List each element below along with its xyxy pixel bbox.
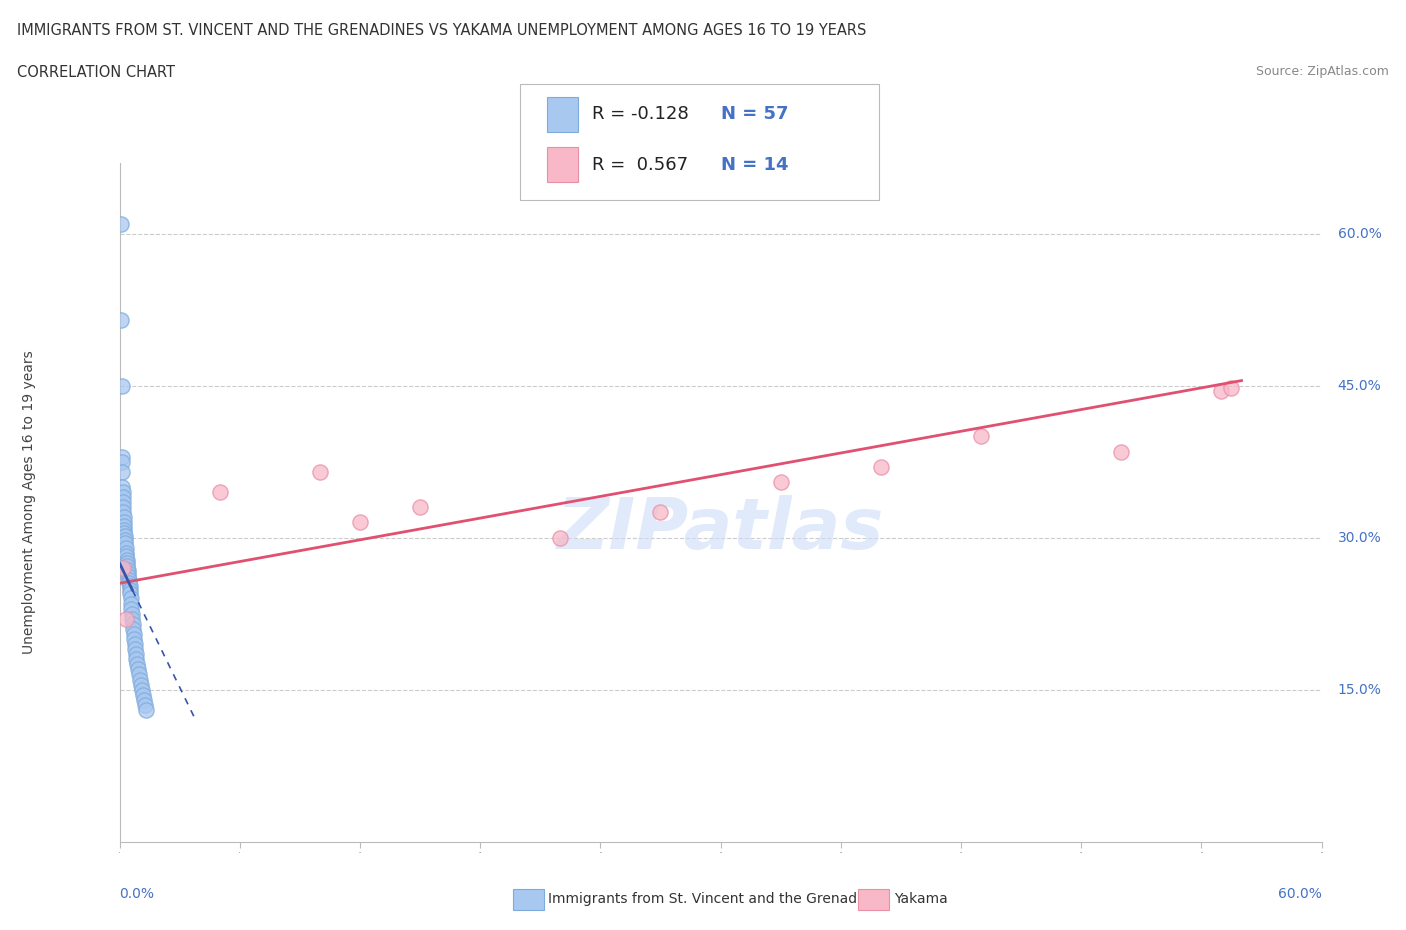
Point — [120, 601, 142, 616]
Point — [208, 485, 231, 499]
Point — [1220, 380, 1243, 395]
Point — [111, 561, 134, 576]
Text: R =  0.567: R = 0.567 — [592, 155, 688, 174]
Point — [124, 637, 146, 652]
Point — [112, 499, 135, 514]
Point — [111, 485, 134, 499]
Point — [1111, 445, 1133, 459]
Point — [134, 698, 156, 712]
Point — [117, 565, 139, 580]
Point — [112, 525, 135, 540]
Point — [110, 312, 132, 327]
Point — [129, 677, 152, 692]
Point — [111, 454, 134, 469]
Point — [111, 480, 134, 495]
Point — [1211, 383, 1233, 398]
Point — [112, 515, 135, 530]
Point — [131, 687, 153, 702]
Point — [115, 555, 138, 570]
Text: 45.0%: 45.0% — [1337, 379, 1382, 392]
Point — [115, 559, 138, 574]
Point — [114, 540, 136, 555]
Text: 0.0%: 0.0% — [120, 887, 155, 901]
Point — [112, 518, 135, 533]
Text: R = -0.128: R = -0.128 — [592, 105, 689, 124]
Point — [114, 545, 136, 560]
Text: Immigrants from St. Vincent and the Grenadines: Immigrants from St. Vincent and the Gren… — [548, 892, 886, 907]
Point — [110, 216, 132, 231]
Point — [115, 549, 138, 564]
Point — [112, 505, 135, 520]
Point — [970, 429, 993, 444]
Point — [111, 495, 134, 510]
Point — [120, 591, 142, 606]
Point — [110, 379, 132, 393]
Point — [122, 627, 145, 642]
Point — [125, 657, 148, 671]
Point — [114, 611, 136, 626]
Text: CORRELATION CHART: CORRELATION CHART — [17, 65, 174, 80]
Point — [118, 578, 141, 593]
Point — [115, 552, 138, 567]
Point — [117, 563, 139, 578]
Point — [135, 702, 157, 717]
Text: 60.0%: 60.0% — [1337, 227, 1382, 241]
Point — [349, 515, 371, 530]
Point — [650, 505, 672, 520]
Text: 30.0%: 30.0% — [1337, 531, 1382, 545]
Point — [110, 449, 132, 464]
Point — [121, 617, 143, 631]
Point — [127, 662, 149, 677]
Point — [131, 683, 153, 698]
Text: 15.0%: 15.0% — [1337, 683, 1382, 697]
Point — [128, 667, 150, 682]
Point — [869, 459, 891, 474]
Point — [111, 490, 134, 505]
Point — [409, 499, 432, 514]
Point — [112, 522, 135, 537]
Text: N = 14: N = 14 — [721, 155, 789, 174]
Point — [124, 646, 146, 661]
Point — [114, 536, 136, 551]
Point — [309, 464, 332, 479]
Point — [114, 532, 136, 547]
Text: 60.0%: 60.0% — [1278, 887, 1322, 901]
Point — [121, 606, 143, 621]
Text: ZIPatlas: ZIPatlas — [557, 495, 884, 564]
Text: Yakama: Yakama — [894, 892, 948, 907]
Point — [117, 569, 139, 584]
Point — [120, 596, 142, 611]
Point — [124, 642, 146, 657]
Point — [117, 573, 139, 588]
Point — [548, 530, 571, 545]
Text: Source: ZipAtlas.com: Source: ZipAtlas.com — [1256, 65, 1389, 78]
Point — [111, 464, 134, 479]
Point — [122, 631, 145, 646]
Text: IMMIGRANTS FROM ST. VINCENT AND THE GRENADINES VS YAKAMA UNEMPLOYMENT AMONG AGES: IMMIGRANTS FROM ST. VINCENT AND THE GREN… — [17, 23, 866, 38]
Point — [122, 621, 145, 636]
Point — [128, 672, 150, 687]
Point — [118, 586, 141, 601]
Text: Unemployment Among Ages 16 to 19 years: Unemployment Among Ages 16 to 19 years — [22, 351, 37, 654]
Text: N = 57: N = 57 — [721, 105, 789, 124]
Point — [114, 528, 136, 543]
Point — [121, 611, 143, 626]
Point — [112, 510, 135, 525]
Point — [125, 652, 148, 667]
Point — [118, 583, 141, 598]
Point — [769, 474, 792, 489]
Point — [132, 692, 155, 707]
Point — [118, 576, 141, 591]
